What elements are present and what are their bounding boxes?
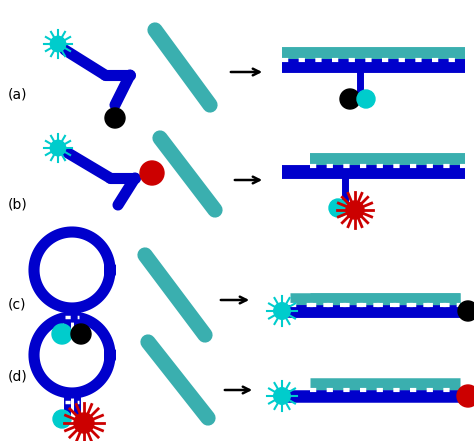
Circle shape [50, 140, 66, 156]
Circle shape [340, 89, 360, 109]
Text: (b): (b) [8, 198, 28, 212]
Circle shape [274, 303, 290, 319]
Circle shape [53, 410, 71, 428]
Circle shape [329, 199, 347, 217]
Circle shape [71, 324, 91, 344]
Circle shape [457, 385, 474, 407]
Circle shape [274, 388, 290, 404]
Circle shape [105, 108, 125, 128]
Text: (d): (d) [8, 370, 28, 384]
Circle shape [458, 301, 474, 321]
Circle shape [52, 324, 72, 344]
Text: (a): (a) [8, 88, 27, 102]
Circle shape [50, 36, 66, 52]
Circle shape [140, 161, 164, 185]
Circle shape [357, 90, 375, 108]
Text: (c): (c) [8, 298, 27, 312]
Circle shape [346, 201, 364, 219]
Circle shape [74, 413, 94, 433]
